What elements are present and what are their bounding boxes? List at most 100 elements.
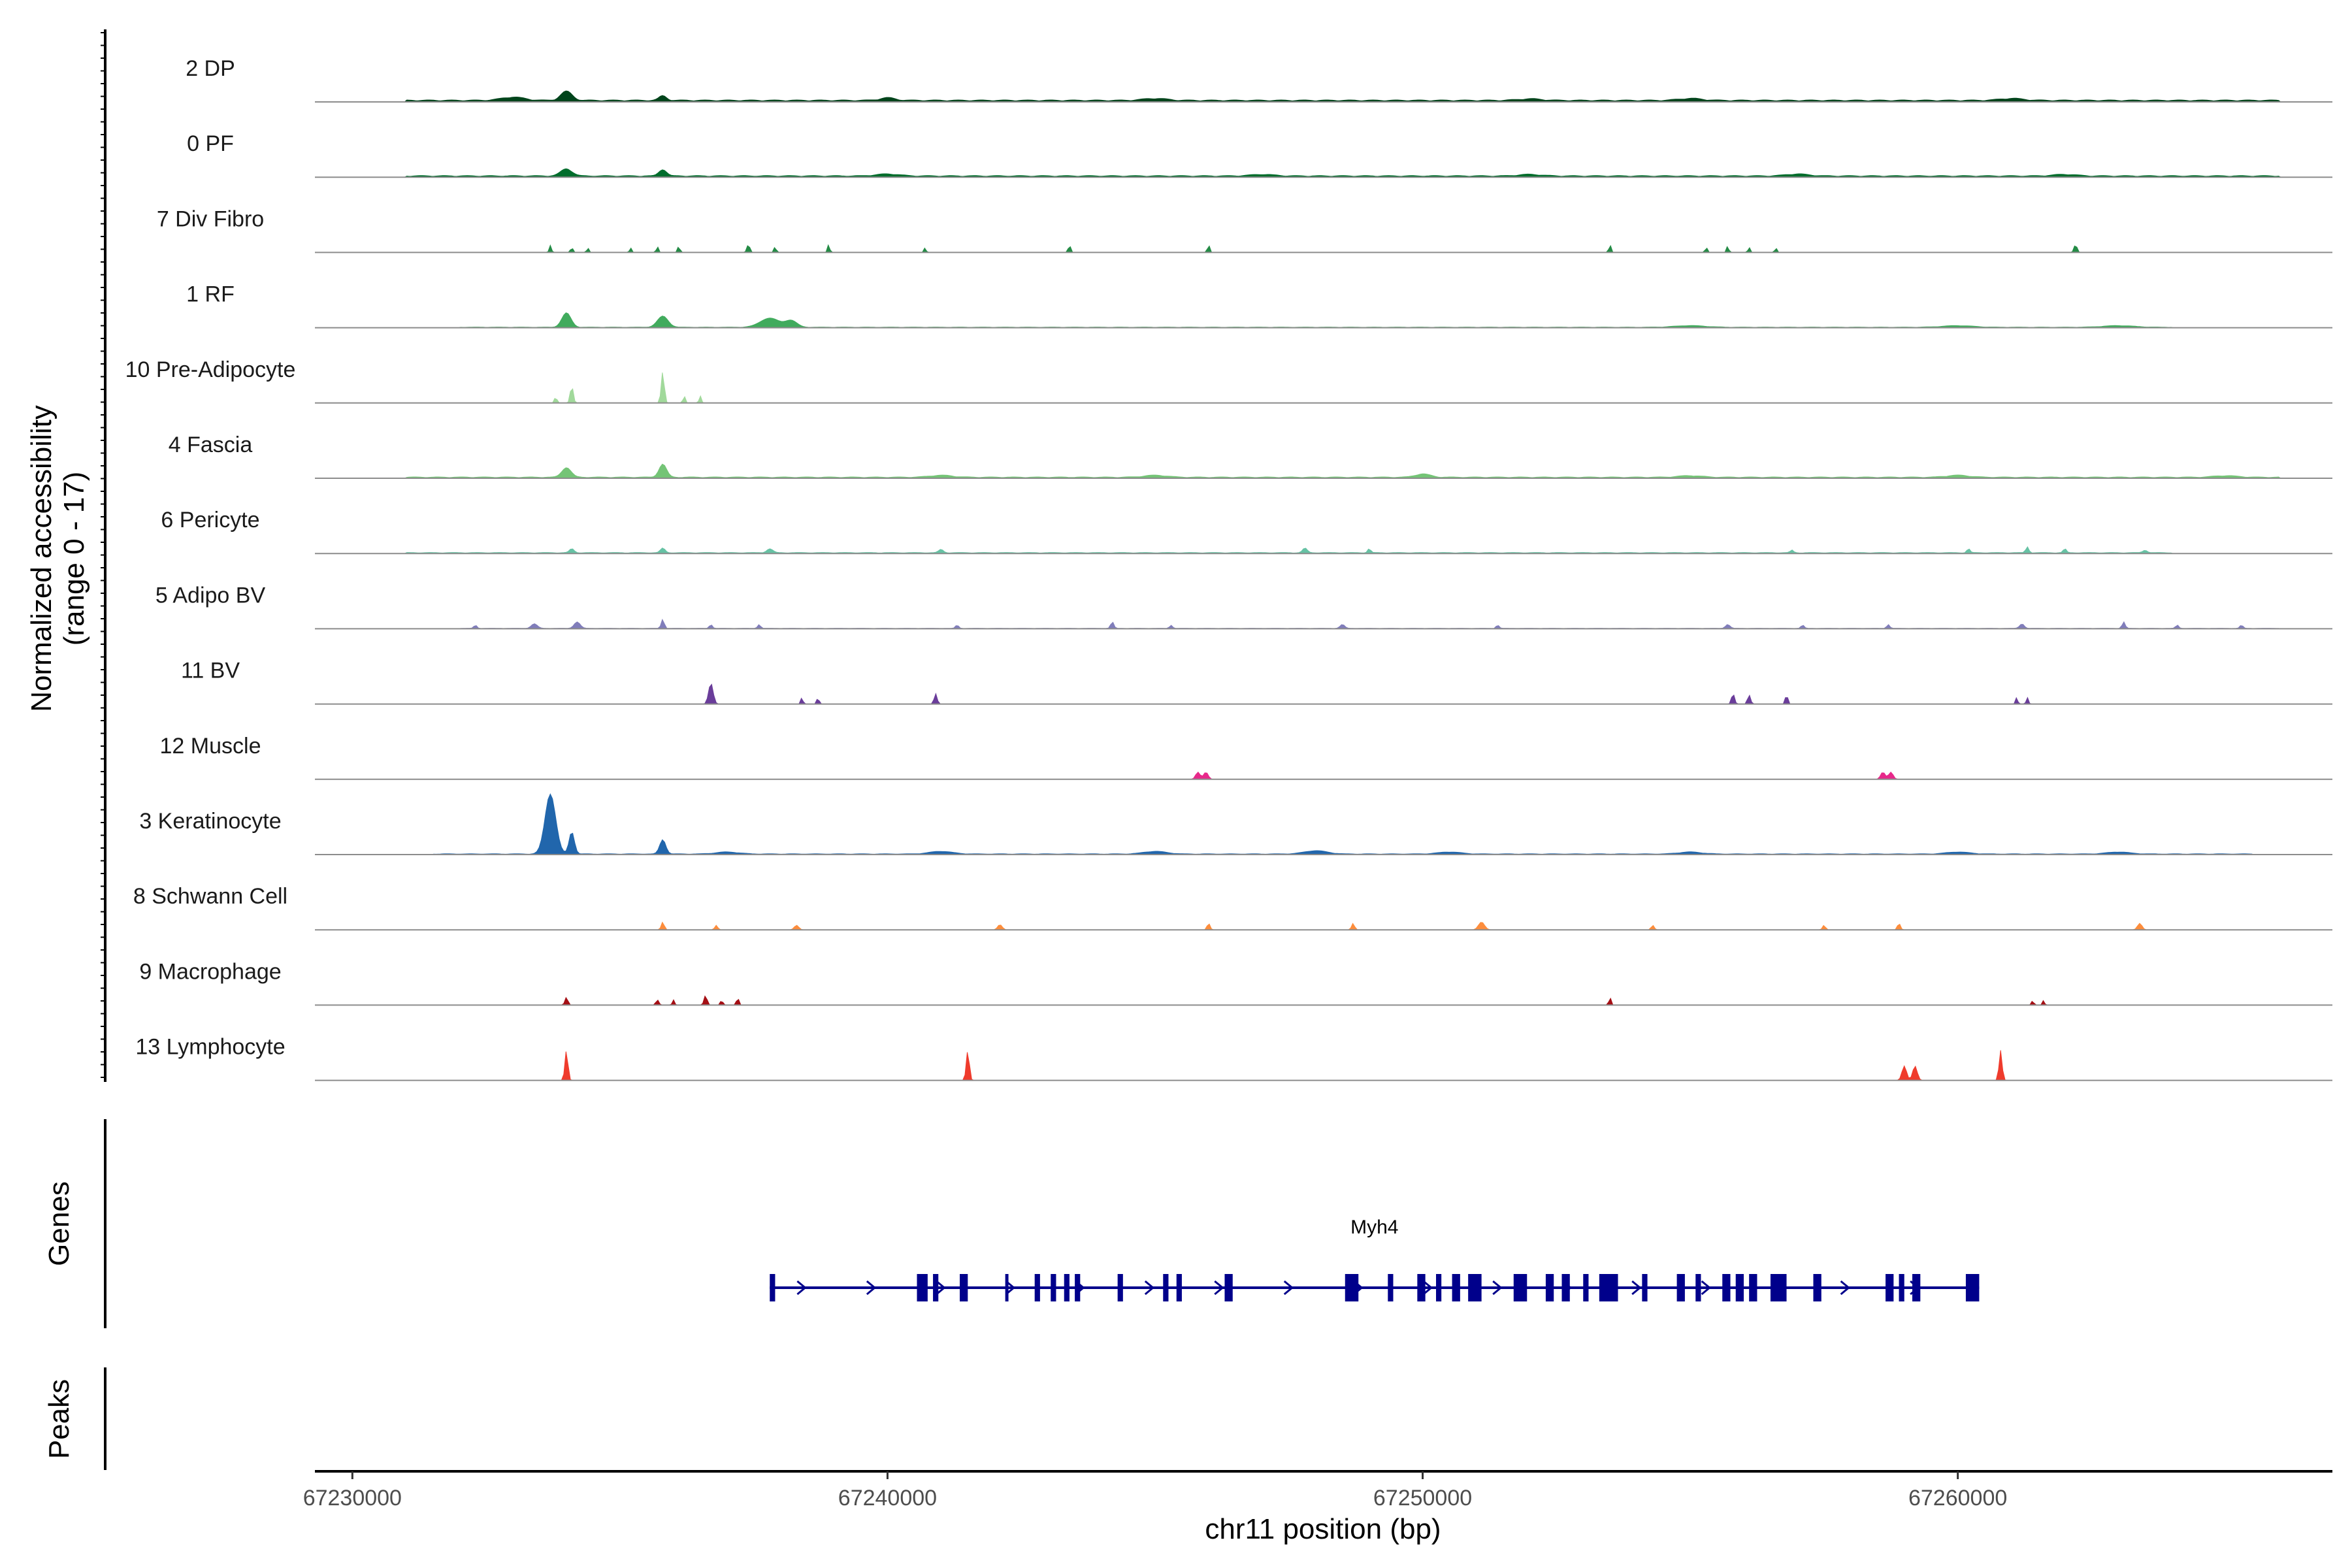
- strand-arrow-icon: [1144, 1280, 1155, 1296]
- track-label: 3 Keratinocyte: [139, 809, 281, 834]
- gene-exon: [1735, 1274, 1744, 1301]
- track-coverage-area: [315, 244, 2332, 253]
- x-tick-label: 67260000: [1908, 1486, 2007, 1511]
- gene-exon: [1051, 1274, 1056, 1301]
- track-coverage-area: [315, 463, 2332, 479]
- track-label: 12 Muscle: [160, 734, 261, 759]
- strand-arrow-icon: [1005, 1280, 1016, 1296]
- track-coverage-area: [315, 1050, 2332, 1081]
- track-9-macrophage: 9 Macrophage: [139, 959, 2332, 1006]
- track-coverage-area: [315, 312, 2332, 329]
- gene-exon: [1583, 1274, 1589, 1301]
- gene-exon: [1163, 1274, 1169, 1301]
- accessibility-tracks: 2 DP 0 PF 7 Div Fibro 1 RF 10 Pre-Adipocyte 4…: [125, 56, 2332, 1081]
- track-coverage-area: [315, 772, 2332, 780]
- accessibility-axis-label-line2: (range 0 - 17): [58, 472, 90, 646]
- gene-exon: [770, 1274, 776, 1301]
- accessibility-axis-label-line1: Normalized accessibility: [25, 405, 57, 711]
- gene-exon: [1813, 1274, 1821, 1301]
- gene-exon: [1912, 1274, 1921, 1301]
- accessibility-y-ticks: [101, 32, 105, 1078]
- track-11-bv: 11 BV: [181, 659, 2332, 705]
- gene-exon: [1695, 1274, 1701, 1301]
- strand-arrow-icon: [1214, 1280, 1224, 1296]
- track-label: 13 Lymphocyte: [135, 1035, 285, 1060]
- track-label: 0 PF: [187, 131, 234, 156]
- track-0-pf: 0 PF: [187, 131, 2332, 178]
- gene-exon: [1749, 1274, 1757, 1301]
- gene-exon: [1545, 1274, 1554, 1301]
- gene-exon: [933, 1274, 939, 1301]
- strand-arrow-icon: [1840, 1280, 1850, 1296]
- peaks-panel-label: Peaks: [43, 1379, 75, 1459]
- track-label: 11 BV: [181, 659, 240, 683]
- strand-arrow-icon: [866, 1280, 877, 1296]
- strand-arrow-icon: [1422, 1280, 1433, 1296]
- track-4-fascia: 4 Fascia: [169, 433, 2332, 479]
- gene-exon: [1064, 1274, 1070, 1301]
- gene-exon: [1224, 1274, 1233, 1301]
- gene-exon: [1034, 1274, 1040, 1301]
- gene-exon: [1722, 1274, 1731, 1301]
- gene-exon: [917, 1274, 928, 1301]
- gene-exon: [1965, 1274, 1980, 1301]
- track-label: 4 Fascia: [169, 433, 253, 457]
- gene-exon: [960, 1274, 968, 1301]
- gene-exon: [1676, 1274, 1685, 1301]
- x-tick-label: 67250000: [1373, 1486, 1472, 1511]
- gene-exon: [1468, 1274, 1482, 1301]
- x-tick-label: 67230000: [303, 1486, 402, 1511]
- strand-arrow-icon: [1492, 1280, 1503, 1296]
- gene-exon: [1513, 1274, 1527, 1301]
- track-12-muscle: 12 Muscle: [160, 734, 2332, 780]
- track-7-div-fibro: 7 Div Fibro: [157, 206, 2332, 253]
- track-coverage-area: [315, 618, 2332, 629]
- track-10-pre-adipocyte: 10 Pre-Adipocyte: [125, 357, 2332, 404]
- gene-exon: [1642, 1274, 1648, 1301]
- strand-arrow-icon: [796, 1280, 807, 1296]
- gene-exon: [1436, 1274, 1442, 1301]
- genes-panel-label: Genes: [43, 1181, 75, 1266]
- track-8-schwann-cell: 8 Schwann Cell: [133, 884, 2332, 931]
- track-1-rf: 1 RF: [186, 282, 2332, 329]
- gene-model-myh4: Myh4: [770, 1217, 1980, 1301]
- track-coverage-area: [315, 995, 2332, 1005]
- track-label: 5 Adipo BV: [155, 583, 266, 608]
- strand-arrow-icon: [1283, 1280, 1294, 1296]
- track-coverage-area: [315, 793, 2332, 855]
- genomic-x-axis-title: chr11 position (bp): [1205, 1513, 1441, 1545]
- track-6-pericyte: 6 Pericyte: [161, 508, 2332, 555]
- track-coverage-area: [315, 372, 2332, 404]
- gene-exon: [1176, 1274, 1182, 1301]
- track-label: 7 Div Fibro: [157, 206, 264, 231]
- gene-exon: [1452, 1274, 1460, 1301]
- gene-exon: [1417, 1274, 1426, 1301]
- track-coverage-area: [315, 90, 2332, 103]
- track-coverage-area: [315, 683, 2332, 705]
- strand-arrow-icon: [936, 1280, 946, 1296]
- track-label: 8 Schwann Cell: [133, 884, 287, 909]
- track-coverage-area: [315, 168, 2332, 178]
- gene-exon: [1770, 1274, 1787, 1301]
- gene-exon: [1075, 1274, 1081, 1301]
- track-13-lymphocyte: 13 Lymphocyte: [135, 1035, 2332, 1081]
- gene-exon: [1388, 1274, 1394, 1301]
- track-label: 10 Pre-Adipocyte: [125, 357, 296, 382]
- genomic-x-ticks: 67230000 67240000 67250000 67260000: [303, 1471, 2007, 1511]
- track-5-adipo-bv: 5 Adipo BV: [155, 583, 2332, 630]
- track-label: 9 Macrophage: [139, 959, 281, 984]
- gene-exon: [1345, 1274, 1359, 1301]
- x-tick-label: 67240000: [838, 1486, 937, 1511]
- gene-exon: [1599, 1274, 1618, 1301]
- gene-exon: [1886, 1274, 1894, 1301]
- strand-arrow-icon: [1701, 1280, 1712, 1296]
- gene-exon: [1899, 1274, 1904, 1301]
- track-label: 2 DP: [186, 56, 235, 81]
- track-3-keratinocyte: 3 Keratinocyte: [139, 793, 2332, 855]
- gene-exon: [1117, 1274, 1123, 1301]
- gene-name-label: Myh4: [1350, 1217, 1398, 1238]
- gene-exon: [1561, 1274, 1570, 1301]
- track-2-dp: 2 DP: [186, 56, 2332, 103]
- track-coverage-area: [315, 921, 2332, 930]
